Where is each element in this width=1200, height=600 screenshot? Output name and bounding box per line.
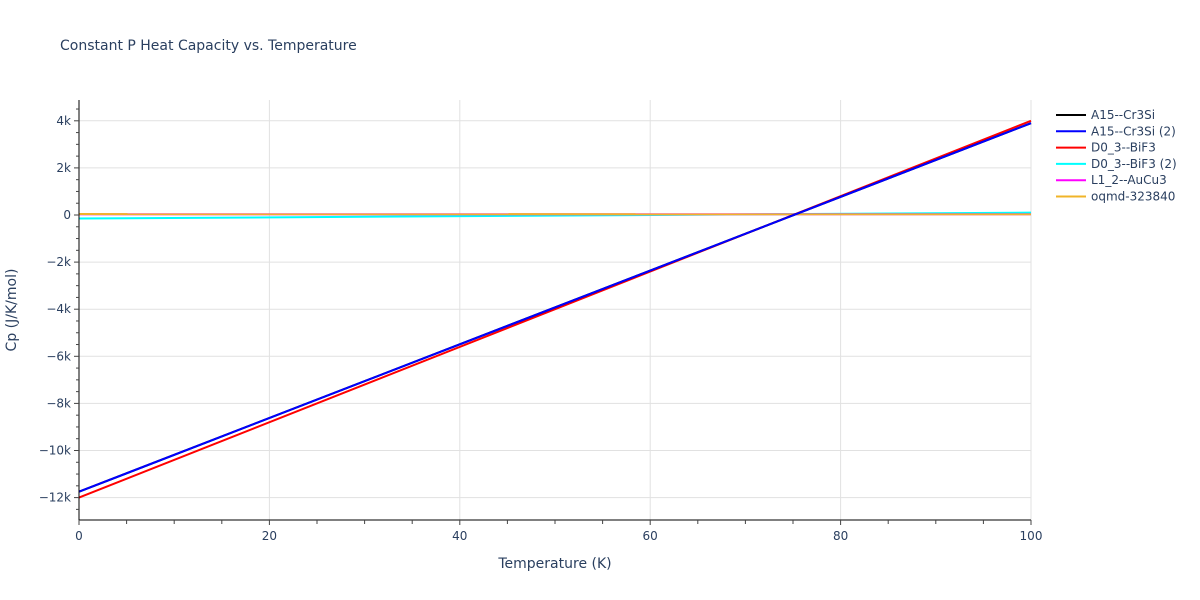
legend: A15--Cr3Si A15--Cr3Si (2) D0_3--BiF3 D0_3--… (1056, 108, 1177, 204)
y-tick-label: −4k (46, 302, 71, 316)
legend-label: A15--Cr3Si (1091, 108, 1155, 122)
y-tick-label: −2k (46, 255, 71, 269)
legend-label: oqmd-323840 (1091, 190, 1175, 204)
grid (79, 100, 1032, 520)
legend-item[interactable]: oqmd-323840 (1056, 190, 1175, 204)
chart-title: Constant P Heat Capacity vs. Temperature (60, 38, 357, 54)
y-tick-label: 4k (56, 114, 71, 128)
axes: 0 20 40 60 80 100 4k 2k 0 −2k −4k −6k −8k −10k −12k (39, 100, 1043, 543)
x-tick-label: 60 (643, 529, 658, 543)
legend-item[interactable]: D0_3--BiF3 (1056, 141, 1156, 155)
legend-item[interactable]: A15--Cr3Si (2) (1056, 124, 1176, 138)
series-line[interactable] (78, 122, 1032, 493)
x-tick-label: 20 (262, 529, 277, 543)
y-tick-label: 0 (63, 208, 71, 222)
x-tick-label: 0 (75, 529, 83, 543)
legend-label: D0_3--BiF3 (1091, 141, 1156, 155)
y-tick-label: −10k (39, 444, 71, 458)
x-tick-label: 40 (452, 529, 467, 543)
y-tick-label: 2k (56, 161, 71, 175)
y-tick-label: −6k (46, 349, 71, 363)
legend-label: A15--Cr3Si (2) (1091, 124, 1176, 138)
legend-label: D0_3--BiF3 (2) (1091, 157, 1177, 171)
y-axis-title: Cp (J/K/mol) (4, 269, 20, 352)
legend-item[interactable]: L1_2--AuCu3 (1056, 173, 1167, 187)
x-axis-title: Temperature (K) (497, 556, 611, 572)
legend-label: L1_2--AuCu3 (1091, 173, 1167, 187)
x-tick-label: 100 (1020, 529, 1043, 543)
legend-item[interactable]: A15--Cr3Si (1056, 108, 1155, 122)
y-tick-label: −8k (46, 396, 71, 410)
plot-area[interactable] (78, 119, 1032, 499)
y-tick-label: −12k (39, 491, 71, 505)
legend-item[interactable]: D0_3--BiF3 (2) (1056, 157, 1177, 171)
x-tick-label: 80 (833, 529, 848, 543)
